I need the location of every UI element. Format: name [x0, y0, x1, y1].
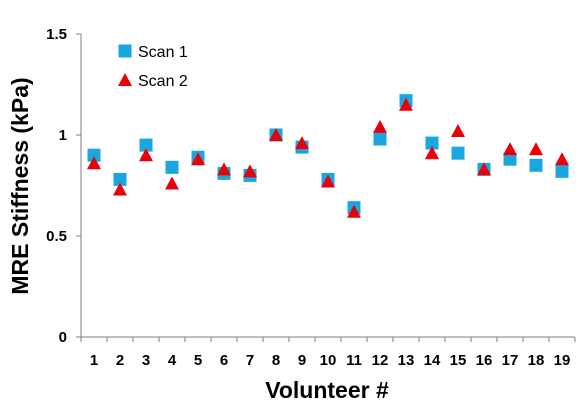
scan2-point [191, 152, 205, 166]
x-tick-label: 1 [90, 352, 98, 369]
x-tick-label: 13 [398, 352, 415, 369]
axes [76, 33, 576, 342]
legend-label: Scan 2 [138, 73, 188, 90]
y-tick-label: 0.5 [46, 228, 67, 245]
x-tick-label: 5 [194, 352, 202, 369]
scan2-point [503, 142, 517, 156]
scan1-point [165, 160, 179, 174]
scan2-point [295, 136, 309, 150]
y-tick-label: 1 [59, 127, 67, 144]
scan2-point [451, 123, 465, 137]
x-tick-label: 16 [476, 352, 493, 369]
scan1-point [425, 136, 439, 150]
scan2-point [87, 156, 101, 170]
scan2-point [347, 204, 361, 218]
x-tick-label: 18 [528, 352, 545, 369]
scan1-point [139, 138, 153, 152]
scan1-point [113, 172, 127, 186]
scan2-point [529, 142, 543, 156]
scan2-point [217, 162, 231, 176]
scan1-point [373, 132, 387, 146]
scan2-point [139, 148, 153, 162]
x-tick-label: 10 [320, 352, 337, 369]
scan2-point [165, 176, 179, 190]
legend: Scan 1 Scan 2 [118, 44, 188, 90]
y-tick-label: 1.5 [46, 26, 67, 43]
scan2-point [243, 164, 257, 178]
scan1-point [503, 152, 517, 166]
data-marks [87, 94, 569, 218]
x-tick-label: 11 [346, 352, 362, 369]
legend-marker [118, 44, 132, 58]
scan1-point [451, 146, 465, 160]
legend-label: Scan 1 [138, 44, 188, 61]
scan2-point [555, 152, 569, 166]
y-axis-title: MRE Stiffness (kPa) [7, 77, 33, 294]
x-tick-label: 2 [116, 352, 124, 369]
x-tick-label: 19 [554, 352, 571, 369]
x-tick-label: 15 [450, 352, 467, 369]
x-tick-label: 7 [246, 352, 254, 369]
scan2-point [373, 119, 387, 133]
x-tick-label: 17 [502, 352, 519, 369]
scan1-point [555, 164, 569, 178]
scan2-point [425, 146, 439, 160]
scan2-point [269, 128, 283, 141]
scan1-point [529, 158, 543, 172]
legend-marker [118, 73, 132, 86]
scan2-point [477, 162, 491, 176]
x-tick-label: 6 [220, 352, 228, 369]
x-tick-label: 12 [372, 352, 389, 369]
x-tick-label: 8 [272, 352, 280, 369]
y-tick-label: 0 [59, 329, 67, 346]
scan2-point [113, 182, 127, 196]
x-tick-label: 4 [168, 352, 177, 369]
x-tick-label: 9 [298, 352, 306, 369]
scan2-point [399, 97, 413, 111]
tick-labels: 00.511.51 2 3 4 5 6 7 8 9 10 11 12 13 14 15 16 17 18 19 [46, 26, 570, 369]
x-axis-title: Volunteer # [265, 377, 389, 403]
x-tick-label: 3 [142, 352, 150, 369]
x-tick-label: 14 [424, 352, 441, 369]
scan2-point [321, 174, 335, 188]
scan1-point [87, 148, 101, 162]
